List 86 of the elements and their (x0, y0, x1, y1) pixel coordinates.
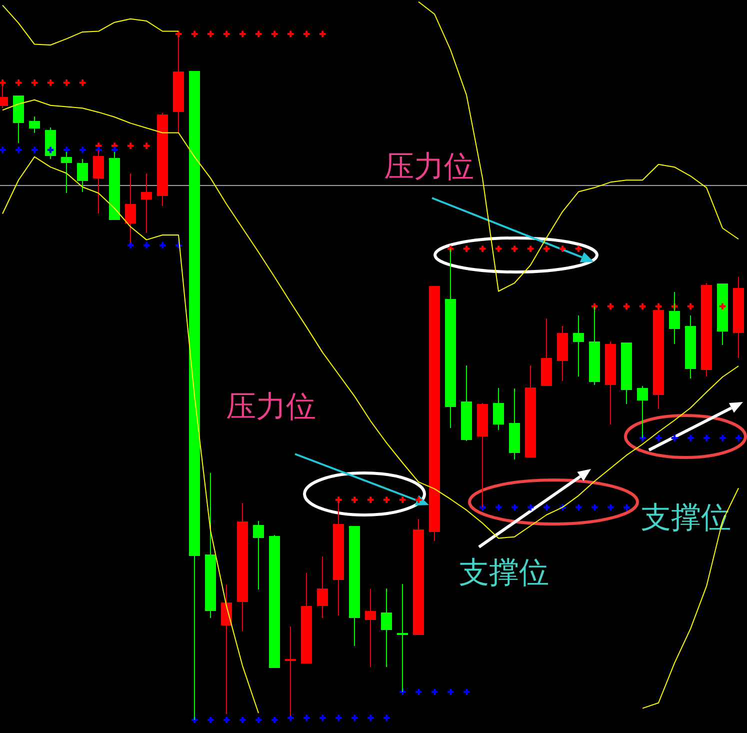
point (687, 434, 694, 442)
point (287, 30, 294, 38)
point (47, 146, 54, 154)
point (319, 30, 326, 38)
point (15, 80, 22, 86)
point (447, 688, 454, 696)
point (303, 714, 310, 722)
point (703, 434, 710, 442)
point (543, 246, 550, 252)
point (223, 30, 230, 38)
point (495, 504, 502, 510)
candlestick (381, 588, 392, 668)
point (543, 504, 550, 510)
point (0, 80, 6, 86)
point (415, 688, 422, 696)
point (527, 246, 534, 252)
point (463, 688, 470, 696)
point (479, 246, 486, 252)
candlestick (493, 387, 504, 430)
point (511, 504, 518, 510)
point (255, 30, 262, 38)
point (191, 30, 198, 38)
point (735, 434, 742, 442)
point (143, 142, 150, 149)
candlestick (77, 158, 88, 192)
point (671, 434, 678, 442)
candlestick (365, 588, 376, 668)
point (303, 30, 310, 38)
point (639, 303, 646, 310)
point (431, 688, 438, 696)
point (575, 504, 582, 510)
point (15, 146, 22, 154)
point (607, 303, 614, 310)
point (223, 716, 230, 724)
point (31, 80, 38, 86)
point (719, 434, 726, 442)
point (335, 496, 342, 503)
point (367, 714, 374, 722)
point (495, 246, 502, 252)
point (623, 303, 630, 310)
annotation: 支撑位 (459, 556, 549, 590)
point (335, 714, 342, 722)
candlestick (573, 314, 584, 377)
point (79, 146, 86, 154)
point (463, 246, 470, 252)
candlestick (29, 116, 40, 134)
annotation: 压力位 (226, 390, 316, 424)
point (655, 434, 662, 442)
candlestick (141, 172, 152, 234)
point (127, 242, 134, 248)
point (623, 504, 630, 510)
point (399, 496, 406, 503)
point (159, 242, 166, 248)
candlestick (221, 584, 232, 714)
point (239, 716, 246, 724)
point (207, 716, 214, 724)
point (351, 714, 358, 722)
point (207, 30, 214, 38)
point (0, 146, 6, 154)
candlestick (253, 520, 264, 590)
point (655, 303, 662, 310)
point (607, 504, 614, 510)
point (383, 714, 390, 722)
point (383, 496, 390, 503)
annotation: 压力位 (384, 150, 474, 184)
point (63, 80, 70, 86)
point (719, 303, 726, 310)
point (143, 242, 150, 248)
point (367, 496, 374, 503)
point (239, 30, 246, 38)
point (319, 714, 326, 722)
point (79, 80, 86, 86)
point (47, 80, 54, 86)
point (351, 496, 358, 503)
point (31, 146, 38, 154)
point (575, 246, 582, 252)
point (127, 142, 134, 149)
point (559, 246, 566, 252)
point (271, 716, 278, 724)
point (527, 504, 534, 510)
point (255, 716, 262, 724)
point (271, 30, 278, 38)
point (591, 504, 598, 510)
point (511, 246, 518, 252)
candlestick (317, 556, 328, 618)
point (687, 303, 694, 310)
